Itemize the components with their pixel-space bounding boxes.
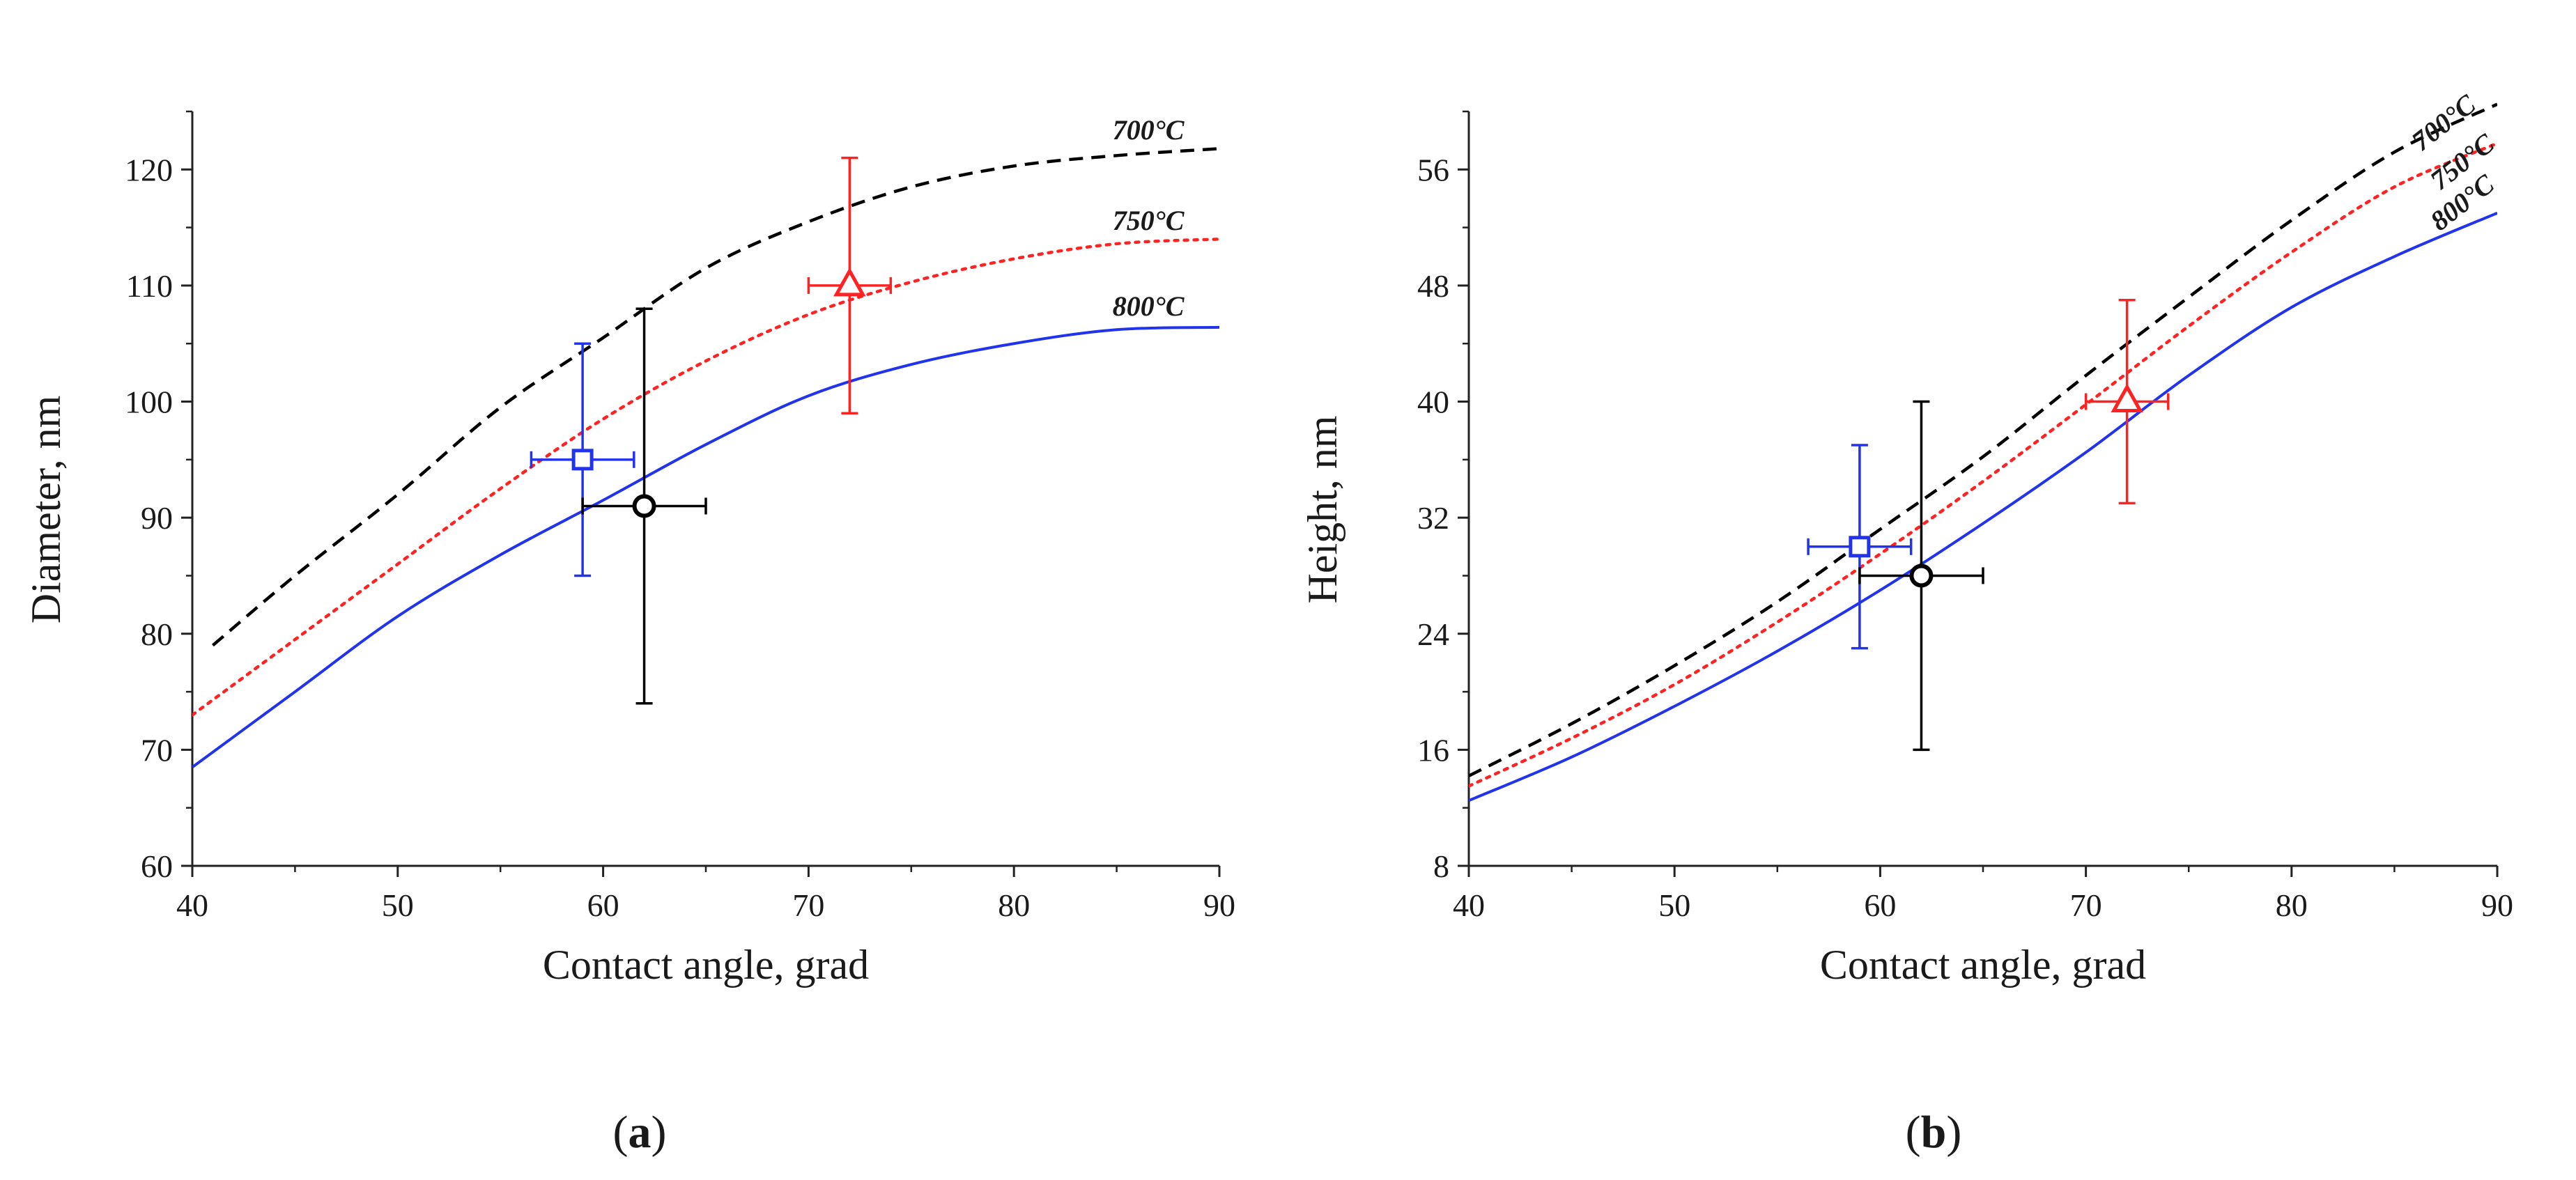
panel-a-x-tick-label: 60	[587, 887, 619, 923]
panel-a-x-tick-label: 90	[1203, 887, 1235, 923]
panel-b-y-tick-label: 48	[1417, 268, 1449, 304]
panel-b-x-tick-label: 40	[1453, 887, 1485, 923]
panel-a-series-800c-line	[192, 325, 1219, 768]
panel-b-x-tick-label: 80	[2276, 887, 2308, 923]
panel-a-curve-label-800c: 800°C	[1113, 290, 1185, 322]
panel-b-y-tick-label: 40	[1417, 385, 1449, 420]
panel-b-series-750c-line	[1469, 141, 2497, 788]
panel-b-x-axis-title: Contact angle, grad	[1820, 942, 2146, 988]
panel-a-circle-marker	[632, 494, 656, 518]
panel-a-y-axis-title: Diameter, nm	[23, 396, 69, 623]
panel-b-x-tick-label: 50	[1658, 887, 1690, 923]
panel-b-x-tick-label: 90	[2481, 887, 2513, 923]
panel-a-y-tick-label: 120	[125, 152, 173, 187]
panel-a-series-700c-line	[212, 147, 1219, 647]
panel-b-square-marker	[1849, 536, 1871, 558]
panel-a-square-marker	[571, 449, 594, 471]
panel-a-curve-label-700c: 700°C	[1113, 114, 1185, 146]
panel-a-x-tick-label: 40	[176, 887, 208, 923]
panel-a-series-750c-line	[192, 238, 1219, 717]
panel-b-y-axis-title: Height, nm	[1299, 416, 1345, 604]
panel-a-x-axis-title: Contact angle, grad	[543, 942, 869, 988]
panel-a-y-tick-label: 110	[126, 268, 173, 304]
panel-a-x-tick-label: 70	[792, 887, 824, 923]
panel-b-x-tick-label: 70	[2070, 887, 2102, 923]
panel-a-y-tick-label: 90	[141, 500, 173, 536]
panel-b-y-tick-label: 24	[1417, 616, 1449, 652]
panel-b-series-700c-line	[1469, 102, 2497, 777]
chart-panel-a: 40 50 60 70 80 90 60 70 80 90 100 110 120 Contact ang…	[23, 110, 1235, 988]
panel-a-y-tick-label: 70	[141, 732, 173, 768]
panel-b-x-tick-label: 60	[1864, 887, 1896, 923]
panel-a-y-tick-label: 80	[141, 616, 173, 652]
panel-b-y-tick-label: 16	[1417, 732, 1449, 768]
panel-b-y-tick-label: 32	[1417, 500, 1449, 536]
panel-a-y-tick-label: 60	[141, 848, 173, 884]
chart-panel-b: 40 50 60 70 80 90 8 16 24 32 40 48 56 Contact angle, …	[1299, 88, 2513, 988]
panel-a-triangle-marker	[833, 267, 866, 297]
panel-b-y-tick-label: 56	[1417, 152, 1449, 187]
panel-a-x-tick-label: 50	[382, 887, 414, 923]
panel-b-triangle-marker	[2111, 383, 2143, 413]
panel-b-y-tick-label: 8	[1433, 848, 1449, 884]
panel-b-series-800c-line	[1469, 211, 2497, 802]
panel-a-caption: (a)	[613, 1107, 667, 1158]
panel-b-circle-marker	[1909, 564, 1934, 588]
panel-a-curve-label-750c: 750°C	[1113, 205, 1185, 236]
panel-a-x-tick-label: 80	[998, 887, 1030, 923]
panel-b-caption: (b)	[1906, 1107, 1962, 1158]
panel-a-y-tick-label: 100	[125, 385, 173, 420]
